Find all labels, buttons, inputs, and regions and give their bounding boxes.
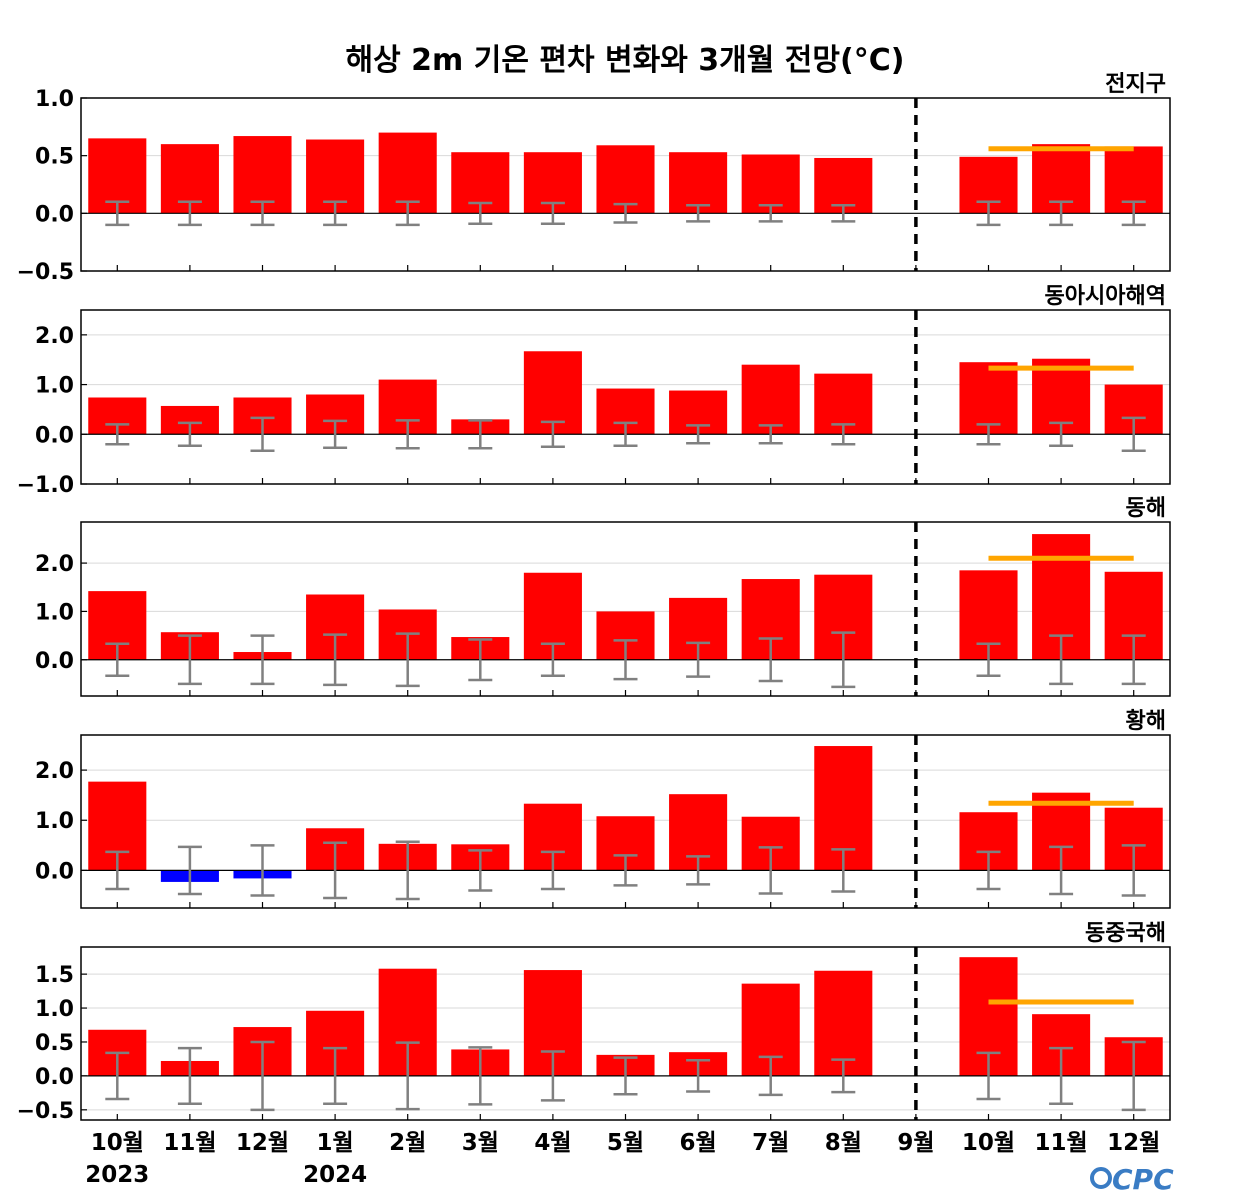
x-tick-label: 9월 — [897, 1130, 934, 1156]
panel-label: 동중국해 — [1085, 921, 1166, 946]
panel-2: −1.0 0.0 1.0 2.0 동아시아해역 — [17, 284, 1171, 498]
bar — [233, 136, 292, 214]
panels-layer: −0.5 0.0 0.5 1.0 전지구 −1.0 0.0 1.0 2.0 동아시아해역 0.0 1.… — [17, 72, 1171, 1124]
y-tick-label: 1.5 — [35, 963, 74, 988]
x-tick-label: 12월 — [236, 1130, 289, 1156]
x-tick-label: 4월 — [534, 1130, 571, 1156]
x-tick-label: 5월 — [607, 1130, 644, 1156]
y-tick-label: 2.0 — [35, 552, 74, 577]
bar — [596, 145, 655, 214]
y-tick-label: 1.0 — [35, 87, 74, 112]
logo-globe-icon — [1090, 1167, 1112, 1189]
year-label: 2023 — [85, 1162, 149, 1188]
panel-3: 0.0 1.0 2.0 동해 — [35, 496, 1171, 697]
panel-5: −0.5 0.0 0.5 1.0 1.5 동중국해 — [17, 921, 1171, 1124]
x-tick-label: 10월 — [91, 1130, 144, 1156]
y-tick-label: 2.0 — [35, 759, 74, 784]
bar — [378, 132, 437, 214]
y-tick-label: 0.0 — [35, 202, 74, 227]
x-tick-label: 10월 — [962, 1130, 1015, 1156]
chart-title: 해상 2m 기온 편차 변화와 3개월 전망(°C) — [346, 43, 905, 78]
bar — [741, 364, 800, 435]
panel-label: 동아시아해역 — [1045, 284, 1166, 309]
y-tick-label: 0.0 — [35, 423, 74, 448]
y-tick-label: 0.5 — [35, 145, 74, 170]
cpc-logo: CPC — [1090, 1163, 1174, 1196]
x-tick-label: 12월 — [1107, 1130, 1160, 1156]
x-tick-label: 8월 — [825, 1130, 862, 1156]
panel-label: 황해 — [1126, 709, 1166, 734]
bar — [959, 362, 1018, 435]
y-tick-label: 0.0 — [35, 649, 74, 674]
x-tick-label: 2월 — [389, 1130, 426, 1156]
x-axis-labels: 10월 11월 12월 1월 2월 3월 4월 5월 6월 7월 8월 9월 10월 11월 12월 2023… — [85, 1130, 1160, 1188]
panel-4: 0.0 1.0 2.0 황해 — [35, 709, 1171, 909]
x-tick-label: 3월 — [462, 1130, 499, 1156]
panel-label: 동해 — [1126, 496, 1166, 521]
y-tick-label: 0.5 — [35, 1031, 74, 1056]
panel-1: −0.5 0.0 0.5 1.0 전지구 — [17, 72, 1171, 285]
y-tick-label: 0.0 — [35, 1065, 74, 1090]
x-tick-label: 11월 — [1035, 1130, 1088, 1156]
x-tick-label: 1월 — [317, 1130, 354, 1156]
year-label: 2024 — [303, 1162, 367, 1188]
bar — [523, 351, 582, 435]
y-tick-label: 1.0 — [35, 809, 74, 834]
x-tick-label: 7월 — [752, 1130, 789, 1156]
y-tick-label: 1.0 — [35, 997, 74, 1022]
x-tick-label: 11월 — [163, 1130, 216, 1156]
x-tick-label: 6월 — [680, 1130, 717, 1156]
panel-label: 전지구 — [1105, 72, 1166, 97]
y-tick-label: 1.0 — [35, 600, 74, 625]
bar — [741, 154, 800, 214]
y-tick-label: 2.0 — [35, 324, 74, 349]
bar — [669, 152, 728, 214]
y-tick-label: −0.5 — [17, 260, 74, 285]
y-tick-label: −1.0 — [17, 473, 74, 498]
logo-text: CPC — [1112, 1163, 1174, 1196]
y-tick-label: −0.5 — [17, 1099, 74, 1124]
y-tick-label: 1.0 — [35, 374, 74, 399]
y-tick-label: 0.0 — [35, 859, 74, 884]
